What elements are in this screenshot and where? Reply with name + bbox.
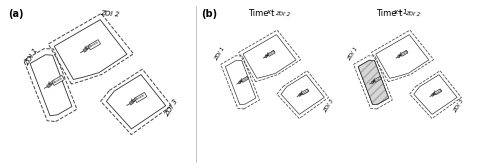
- Polygon shape: [358, 60, 388, 105]
- Text: Stock: Stock: [432, 87, 444, 96]
- Polygon shape: [400, 50, 408, 56]
- FancyArrowPatch shape: [48, 81, 54, 84]
- Polygon shape: [83, 48, 87, 52]
- Polygon shape: [298, 94, 301, 96]
- Polygon shape: [129, 101, 133, 105]
- Polygon shape: [358, 60, 388, 105]
- Text: Time t: Time t: [248, 9, 274, 18]
- Polygon shape: [432, 94, 434, 96]
- Polygon shape: [46, 84, 50, 88]
- Text: x+1: x+1: [394, 9, 408, 15]
- Polygon shape: [88, 40, 101, 50]
- Text: Stock: Stock: [398, 49, 410, 58]
- Polygon shape: [30, 55, 72, 116]
- Polygon shape: [281, 75, 324, 114]
- Polygon shape: [134, 92, 147, 103]
- FancyArrowPatch shape: [267, 52, 270, 54]
- Text: Stock: Stock: [372, 75, 384, 84]
- Text: Time t: Time t: [376, 9, 402, 18]
- Polygon shape: [374, 76, 382, 82]
- Text: ZOI 3: ZOI 3: [164, 98, 179, 117]
- Polygon shape: [238, 81, 240, 84]
- Text: Stock: Stock: [88, 40, 100, 49]
- Polygon shape: [54, 20, 127, 79]
- Polygon shape: [243, 35, 296, 78]
- Polygon shape: [242, 76, 248, 82]
- Polygon shape: [106, 75, 166, 129]
- Text: ZOI 3: ZOI 3: [322, 98, 335, 113]
- Polygon shape: [52, 75, 64, 86]
- Polygon shape: [434, 89, 442, 95]
- Polygon shape: [414, 75, 457, 114]
- FancyArrowPatch shape: [85, 46, 91, 48]
- FancyArrowPatch shape: [240, 78, 243, 80]
- Polygon shape: [226, 60, 256, 105]
- Text: Stock: Stock: [52, 76, 64, 85]
- Polygon shape: [398, 55, 400, 58]
- Text: (a): (a): [8, 9, 24, 19]
- Text: Stock: Stock: [266, 49, 278, 58]
- Text: Stock: Stock: [134, 93, 146, 102]
- Polygon shape: [376, 35, 429, 78]
- Polygon shape: [358, 60, 388, 105]
- Polygon shape: [302, 89, 309, 95]
- Polygon shape: [268, 50, 275, 56]
- Text: ZOI 2: ZOI 2: [275, 11, 290, 17]
- Text: ZOI 1: ZOI 1: [24, 47, 40, 66]
- Text: ZOI 2: ZOI 2: [100, 10, 120, 18]
- FancyArrowPatch shape: [131, 98, 138, 101]
- FancyArrowPatch shape: [374, 78, 376, 80]
- FancyArrowPatch shape: [400, 52, 402, 54]
- Text: x: x: [266, 9, 270, 15]
- FancyArrowPatch shape: [434, 91, 436, 93]
- Text: Stock: Stock: [239, 75, 251, 84]
- Text: (b): (b): [201, 9, 217, 19]
- Polygon shape: [264, 55, 267, 58]
- Polygon shape: [371, 81, 374, 84]
- Text: ZOI 2: ZOI 2: [404, 11, 420, 17]
- Text: ZOI 1: ZOI 1: [214, 46, 226, 61]
- Text: ZOI 3: ZOI 3: [452, 98, 464, 113]
- FancyArrowPatch shape: [301, 91, 304, 93]
- Text: ZOI 1: ZOI 1: [347, 46, 360, 61]
- Text: Stock: Stock: [300, 87, 311, 96]
